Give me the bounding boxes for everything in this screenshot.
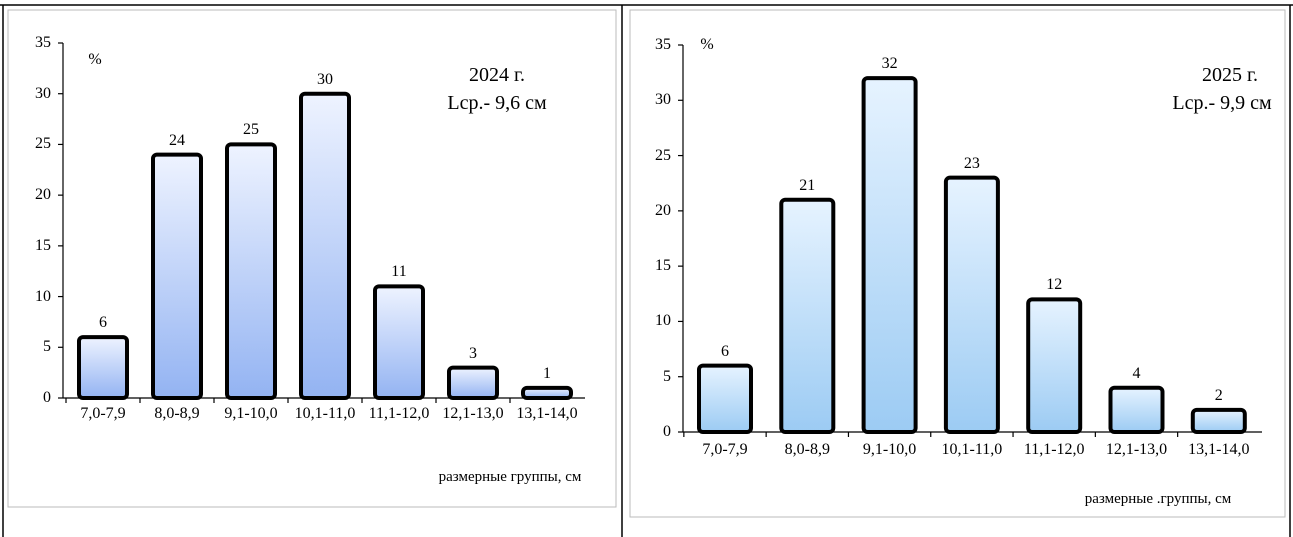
x-tick-label: 7,0-7,9 — [702, 441, 748, 458]
x-tick-label: 13,1-14,0 — [516, 405, 578, 422]
value-label: 11 — [391, 263, 407, 281]
bar — [697, 363, 753, 434]
x-tick-label: 12,1-13,0 — [442, 405, 504, 422]
value-label: 21 — [799, 176, 816, 194]
y-tick-label: 15 — [655, 257, 671, 275]
value-label: 23 — [963, 154, 980, 172]
x-tick-label: 13,1-14,0 — [1188, 441, 1250, 458]
x-tick-label: 12,1-13,0 — [1105, 441, 1168, 458]
y-tick-label: 30 — [655, 91, 671, 109]
x-tick-label: 8,0-8,9 — [154, 405, 200, 422]
bar — [151, 152, 203, 400]
y-axis-label: % — [700, 36, 714, 53]
value-label: 30 — [317, 70, 333, 88]
y-tick-label: 25 — [655, 146, 671, 164]
annotation: Lср.- 9,6 см — [447, 92, 547, 114]
value-label: 24 — [169, 131, 185, 149]
y-tick-label: 35 — [35, 34, 51, 51]
bar — [225, 142, 277, 400]
x-tick-label: 7,0-7,9 — [80, 405, 126, 422]
y-axis-label: % — [88, 51, 102, 68]
x-axis-label: размерные группы, см — [438, 469, 582, 485]
x-tick-label: 10,1-11,0 — [294, 405, 356, 422]
bar — [77, 335, 129, 400]
value-label: 12 — [1046, 276, 1063, 294]
x-tick-label: 9,1-10,0 — [862, 441, 917, 458]
value-label: 1 — [543, 364, 551, 382]
y-tick-label: 20 — [35, 186, 51, 204]
value-label: 6 — [721, 342, 729, 360]
annotation: Lср.- 9,9 см — [1172, 92, 1272, 114]
x-tick-label: 11,1-12,0 — [1023, 441, 1085, 458]
value-label: 2 — [1214, 386, 1223, 404]
x-tick-label: 8,0-8,9 — [784, 441, 830, 458]
year-label: 2024 г. — [469, 64, 525, 86]
bar — [521, 385, 573, 401]
x-axis-label: размерные .группы, см — [1084, 491, 1232, 507]
panel-frame — [7, 9, 617, 508]
y-tick-label: 35 — [655, 36, 671, 53]
x-tick-label: 11,1-12,0 — [368, 405, 430, 422]
y-tick-label: 20 — [655, 201, 671, 219]
bar — [1190, 407, 1247, 434]
panel-frame — [629, 9, 1286, 518]
y-tick-label: 0 — [43, 389, 51, 406]
value-label: 25 — [243, 121, 259, 139]
y-tick-label: 5 — [663, 367, 671, 385]
y-tick-label: 30 — [35, 84, 51, 102]
year-label: 2025 г. — [1202, 64, 1258, 86]
y-tick-label: 5 — [43, 338, 51, 356]
value-label: 32 — [881, 55, 898, 73]
value-label: 3 — [469, 344, 477, 362]
x-tick-label: 9,1-10,0 — [224, 405, 278, 422]
x-tick-label: 10,1-11,0 — [941, 441, 1003, 458]
y-tick-label: 10 — [655, 312, 671, 330]
y-tick-label: 0 — [663, 423, 671, 440]
bar — [447, 365, 499, 401]
value-label: 4 — [1132, 364, 1141, 382]
y-tick-label: 15 — [35, 236, 51, 254]
bar — [373, 284, 425, 400]
bar — [779, 197, 836, 434]
bar — [1108, 385, 1165, 434]
value-label: 6 — [99, 314, 107, 332]
bar — [943, 175, 1000, 434]
y-tick-label: 25 — [35, 135, 51, 153]
bar — [1026, 297, 1083, 435]
y-tick-label: 10 — [35, 287, 51, 305]
bar — [861, 76, 918, 435]
bar — [299, 91, 351, 400]
